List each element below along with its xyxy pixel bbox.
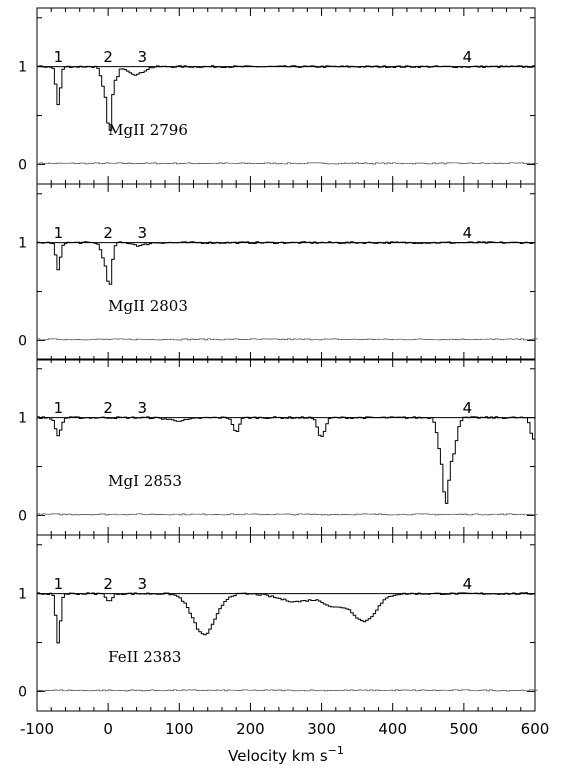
component-label: 4 (463, 575, 473, 593)
x-tick-label: 100 (165, 720, 194, 738)
y-tick-label: 1 (18, 587, 27, 603)
y-tick-label: 1 (18, 411, 27, 427)
component-label: 2 (103, 48, 113, 66)
panel-frame (36, 358, 536, 536)
y-tick-label: 0 (18, 508, 27, 524)
component-label: 4 (463, 224, 473, 242)
y-tick-label: 0 (18, 684, 27, 700)
panel-name: MgII 2796 (108, 121, 188, 139)
panel-4: 0 1 1 2 3 4 FeII 2383 (18, 534, 538, 712)
x-tick-label: 300 (307, 720, 336, 738)
flux-spectrum (37, 592, 535, 644)
error-spectrum (37, 162, 538, 165)
error-spectrum (37, 338, 538, 341)
component-label: 3 (138, 48, 148, 66)
x-tick-label: 500 (450, 720, 479, 738)
component-label: 1 (54, 48, 64, 66)
x-tick-label: 200 (236, 720, 265, 738)
panel-frame (36, 534, 536, 712)
component-label: 1 (54, 575, 64, 593)
panel-3: 0 1 1 2 3 4 MgI 2853 (18, 358, 538, 536)
panel-2: 0 1 1 2 3 4 MgII 2803 (18, 183, 538, 361)
x-axis-label: Velocity km s−1 (228, 744, 344, 765)
component-label: 2 (103, 575, 113, 593)
component-label: 4 (463, 48, 473, 66)
error-spectrum (37, 689, 538, 692)
y-tick-label: 0 (18, 333, 27, 349)
panel-name: FeII 2383 (108, 648, 181, 666)
component-label: 1 (54, 224, 64, 242)
flux-spectrum (37, 241, 535, 285)
error-spectrum (37, 513, 538, 516)
component-label: 4 (463, 399, 473, 417)
component-label: 1 (54, 399, 64, 417)
component-label: 2 (103, 399, 113, 417)
panel-frame (36, 183, 536, 361)
panel-1: 0 1 1 2 3 4 MgII 2796 (18, 7, 538, 185)
component-label: 3 (138, 399, 148, 417)
x-tick-label: -100 (20, 720, 54, 738)
y-tick-label: 1 (18, 60, 27, 76)
component-label: 3 (138, 224, 148, 242)
y-tick-label: 0 (18, 157, 27, 173)
component-label: 3 (138, 575, 148, 593)
x-tick-label: 0 (103, 720, 113, 738)
panel-name: MgI 2853 (108, 472, 182, 490)
panel-name: MgII 2803 (108, 297, 188, 315)
flux-spectrum (37, 65, 535, 131)
x-tick-label: 600 (521, 720, 550, 738)
y-tick-label: 1 (18, 236, 27, 252)
x-tick-label: 400 (378, 720, 407, 738)
component-label: 2 (103, 224, 113, 242)
flux-spectrum (37, 416, 535, 504)
